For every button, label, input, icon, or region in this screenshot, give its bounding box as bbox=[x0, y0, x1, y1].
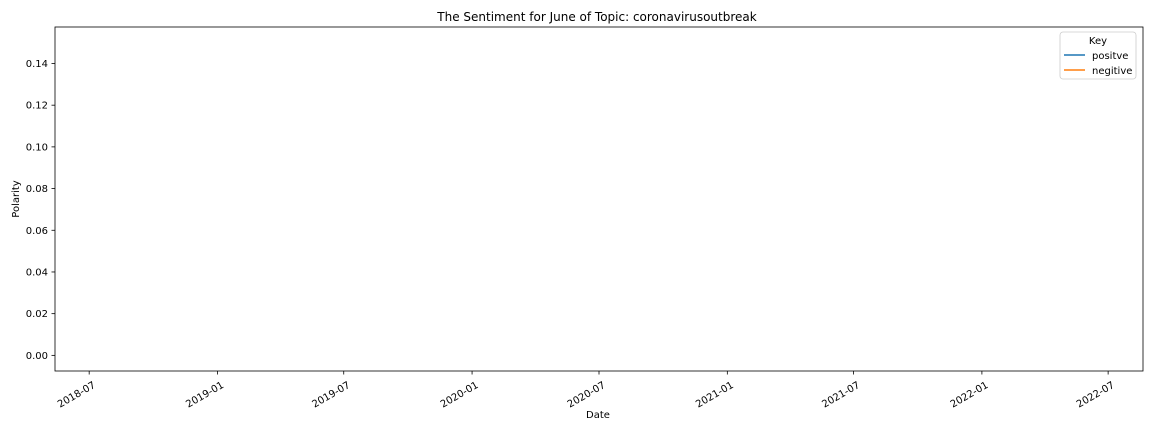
y-tick-label: 0.14 bbox=[26, 59, 48, 70]
y-tick-label: 0.02 bbox=[26, 309, 48, 320]
x-tick-label: 2022-07 bbox=[1075, 380, 1117, 410]
x-tick-label: 2018-07 bbox=[56, 380, 98, 410]
y-tick-label: 0.08 bbox=[26, 184, 48, 195]
x-tick-label: 2021-01 bbox=[694, 380, 736, 410]
legend-label-negitive: negitive bbox=[1092, 66, 1132, 77]
legend-frame bbox=[1059, 31, 1137, 80]
y-axis-label: Polarity bbox=[11, 180, 22, 218]
chart-title: The Sentiment for June of Topic: coronav… bbox=[436, 10, 756, 24]
x-tick-label: 2020-01 bbox=[439, 380, 481, 410]
legend-label-positve: positve bbox=[1092, 51, 1128, 62]
x-tick-label: 2022-01 bbox=[949, 380, 991, 410]
x-tick-label: 2020-07 bbox=[566, 380, 608, 410]
y-tick-label: 0.10 bbox=[26, 142, 48, 153]
y-tick-label: 0.04 bbox=[26, 267, 48, 278]
x-axis-label: Date bbox=[586, 410, 610, 421]
y-axis: 0.00 0.02 0.04 0.06 0.08 0.10 0.12 0.14 bbox=[26, 59, 55, 362]
y-tick-label: 0.12 bbox=[26, 101, 48, 112]
y-tick-label: 0.00 bbox=[26, 351, 48, 362]
x-tick-label: 2021-07 bbox=[820, 380, 862, 410]
x-axis: 2018-07 2019-01 2019-07 2020-01 2020-07 2021-… bbox=[56, 371, 1117, 410]
y-tick-label: 0.06 bbox=[26, 226, 48, 237]
legend-title: Key bbox=[1089, 36, 1107, 47]
x-tick-label: 2019-01 bbox=[184, 380, 226, 410]
x-tick-label: 2019-07 bbox=[311, 380, 353, 410]
legend: Key positve negitive bbox=[1059, 31, 1137, 80]
plot-area bbox=[54, 26, 1144, 372]
